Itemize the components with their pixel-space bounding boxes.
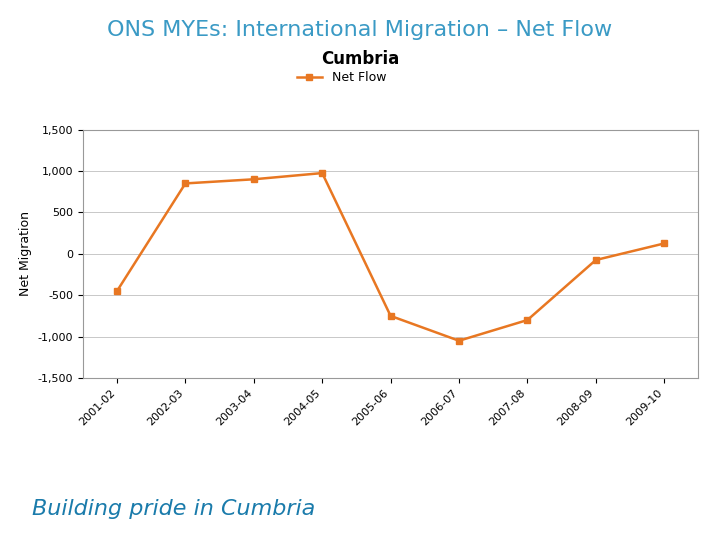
Net Flow — [181, 180, 190, 187]
Line: Net Flow: Net Flow — [114, 170, 667, 344]
Text: ONS MYEs: International Migration – Net Flow: ONS MYEs: International Migration – Net … — [107, 19, 613, 40]
Text: Cumbria: Cumbria — [321, 50, 399, 69]
Net Flow — [387, 313, 395, 319]
Net Flow — [660, 240, 669, 247]
Y-axis label: Net Migration: Net Migration — [19, 211, 32, 296]
Net Flow — [318, 170, 327, 177]
Net Flow — [250, 176, 258, 183]
Net Flow — [455, 338, 464, 344]
Net Flow — [592, 256, 600, 263]
Legend: Net Flow: Net Flow — [292, 66, 391, 89]
Net Flow — [112, 288, 121, 294]
Text: Building pride in Cumbria: Building pride in Cumbria — [32, 499, 315, 519]
Net Flow — [523, 317, 532, 323]
